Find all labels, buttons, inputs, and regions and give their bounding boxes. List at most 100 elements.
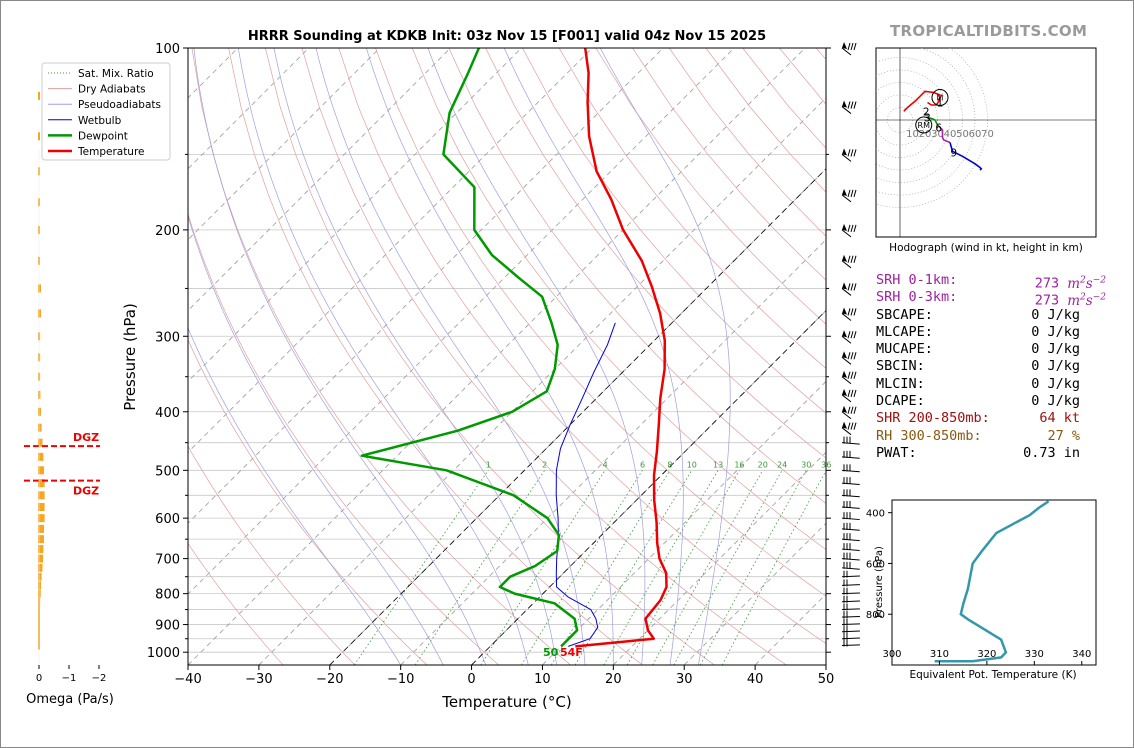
barb-staff: [841, 494, 860, 498]
isotherm: [188, 48, 735, 595]
barb-feather: [847, 308, 851, 316]
omega-bar: [38, 284, 41, 293]
barb-flag: [842, 388, 847, 396]
isotherm-emphasis: [471, 309, 826, 665]
x-tick-label: −10: [387, 672, 414, 687]
barb-feather: [847, 224, 851, 233]
omega-bar: [38, 554, 44, 563]
hodograph-ring-label: 40: [944, 129, 957, 140]
mixing-ratio-line: [626, 470, 740, 665]
storm-motion-circle: [915, 116, 933, 134]
wind-barb: [841, 543, 860, 551]
barb-feather: [853, 352, 857, 360]
stat-unit: m2s−2: [1067, 292, 1106, 309]
barb-staff: [841, 615, 860, 618]
barb-staff: [841, 567, 860, 570]
wind-barb: [841, 100, 857, 114]
pseudoadiabat: [599, 48, 731, 665]
x-tick-label: −30: [245, 672, 272, 687]
barb-feather: [850, 352, 854, 360]
stats-panel: SRH 0-1km: 273 m2s−2 SRH 0-3km: 273 m2s−2 SB…: [876, 272, 1116, 462]
barb-feather: [850, 331, 854, 339]
theta-e-panel: 300 310 320 330 340 400 600 800: [866, 499, 1097, 666]
mixing-ratio-label: 16: [734, 460, 744, 469]
wind-barb: [841, 388, 857, 403]
barb-staff: [841, 584, 860, 586]
dry-adiabat: [558, 48, 826, 369]
mixing-ratio-line: [721, 470, 826, 665]
barb-feather: [847, 283, 851, 291]
dgz-label: DGZ: [73, 485, 99, 498]
stat-row: PWAT: 0.73 in: [876, 445, 1116, 462]
barb-feather: [853, 371, 857, 379]
x-tick-label: 40: [747, 672, 764, 687]
barb-staff: [841, 592, 860, 595]
barb-staff: [841, 608, 860, 611]
y-tick-label: 400: [155, 406, 180, 421]
theta-e-x-tick-label: 330: [1025, 649, 1044, 660]
pseudoadiabat: [427, 48, 646, 665]
stat-label: SHR 200-850mb:: [876, 410, 990, 427]
mixing-ratio-line: [574, 470, 693, 665]
surface-dewpoint-label: 50: [543, 646, 559, 659]
isotherm: [188, 48, 522, 383]
barb-flag: [842, 188, 847, 196]
theta-e-x-tick-label: 310: [930, 649, 949, 660]
legend-label: Wetbulb: [78, 115, 122, 127]
hodograph-height-label: 2: [923, 106, 930, 118]
barb-flag: [842, 330, 847, 338]
stat-row: MLCIN: 0 J/kg: [876, 376, 1116, 393]
stat-value: 0.73 in: [1023, 444, 1080, 461]
barb-feather: [850, 406, 854, 414]
stat-row: SRH 0-1km: 273 m2s−2: [876, 272, 1116, 292]
barb-feather: [853, 101, 857, 109]
omega-bar: [38, 479, 45, 488]
barb-feather: [853, 308, 857, 316]
skewt-plot-frame: [187, 47, 827, 666]
wind-barb: [841, 587, 860, 595]
mixing-ratio-label: 20: [758, 460, 768, 469]
dry-adiabat: [188, 212, 499, 665]
wind-barb: [841, 307, 857, 321]
wind-barb: [841, 595, 860, 603]
mixing-ratio-line: [480, 470, 606, 665]
barb-staff: [841, 600, 860, 603]
wind-barb: [841, 148, 857, 162]
barb-staff: [841, 411, 852, 420]
barb-feather: [847, 389, 851, 397]
mixing-ratio-label: 2: [542, 460, 547, 469]
barb-staff: [841, 394, 852, 403]
barb-flag: [842, 254, 847, 262]
wind-barb: [841, 522, 860, 531]
hodograph-height-label: 6: [935, 123, 942, 135]
mixing-ratio-label: 4: [603, 460, 608, 469]
barb-staff: [841, 528, 860, 531]
x-axis-label: Temperature (°C): [441, 693, 571, 711]
omega-xlabel: Omega (Pa/s): [26, 692, 114, 707]
legend: Sat. Mix. Ratio Dry Adiabats Pseudoadiabat…: [41, 62, 171, 161]
stat-value: 27 %: [1047, 427, 1080, 444]
storm-motion-label: RM: [918, 121, 931, 130]
dry-adiabat: [188, 445, 356, 665]
barb-feather: [853, 149, 857, 157]
barb-staff: [841, 623, 860, 626]
stat-row: SBCAPE: 0 J/kg: [876, 307, 1116, 324]
mixing-ratio-label: 10: [687, 460, 697, 469]
barb-feather: [847, 422, 851, 430]
barb-staff: [841, 288, 852, 296]
barb-flag: [842, 307, 847, 315]
barb-flag: [842, 405, 847, 413]
omega-bar: [38, 545, 44, 554]
barb-feather: [853, 42, 857, 51]
omega-bar: [38, 407, 41, 416]
dry-adiabat: [264, 48, 715, 665]
hodograph-segment: [927, 116, 939, 126]
barb-staff: [841, 106, 852, 114]
barb-feather: [847, 42, 851, 51]
barb-staff: [841, 229, 852, 238]
barb-staff: [841, 356, 852, 365]
barb-feather: [847, 406, 851, 414]
barb-staff: [841, 538, 860, 542]
barb-staff: [841, 630, 860, 633]
legend-label: Dewpoint: [78, 130, 128, 142]
